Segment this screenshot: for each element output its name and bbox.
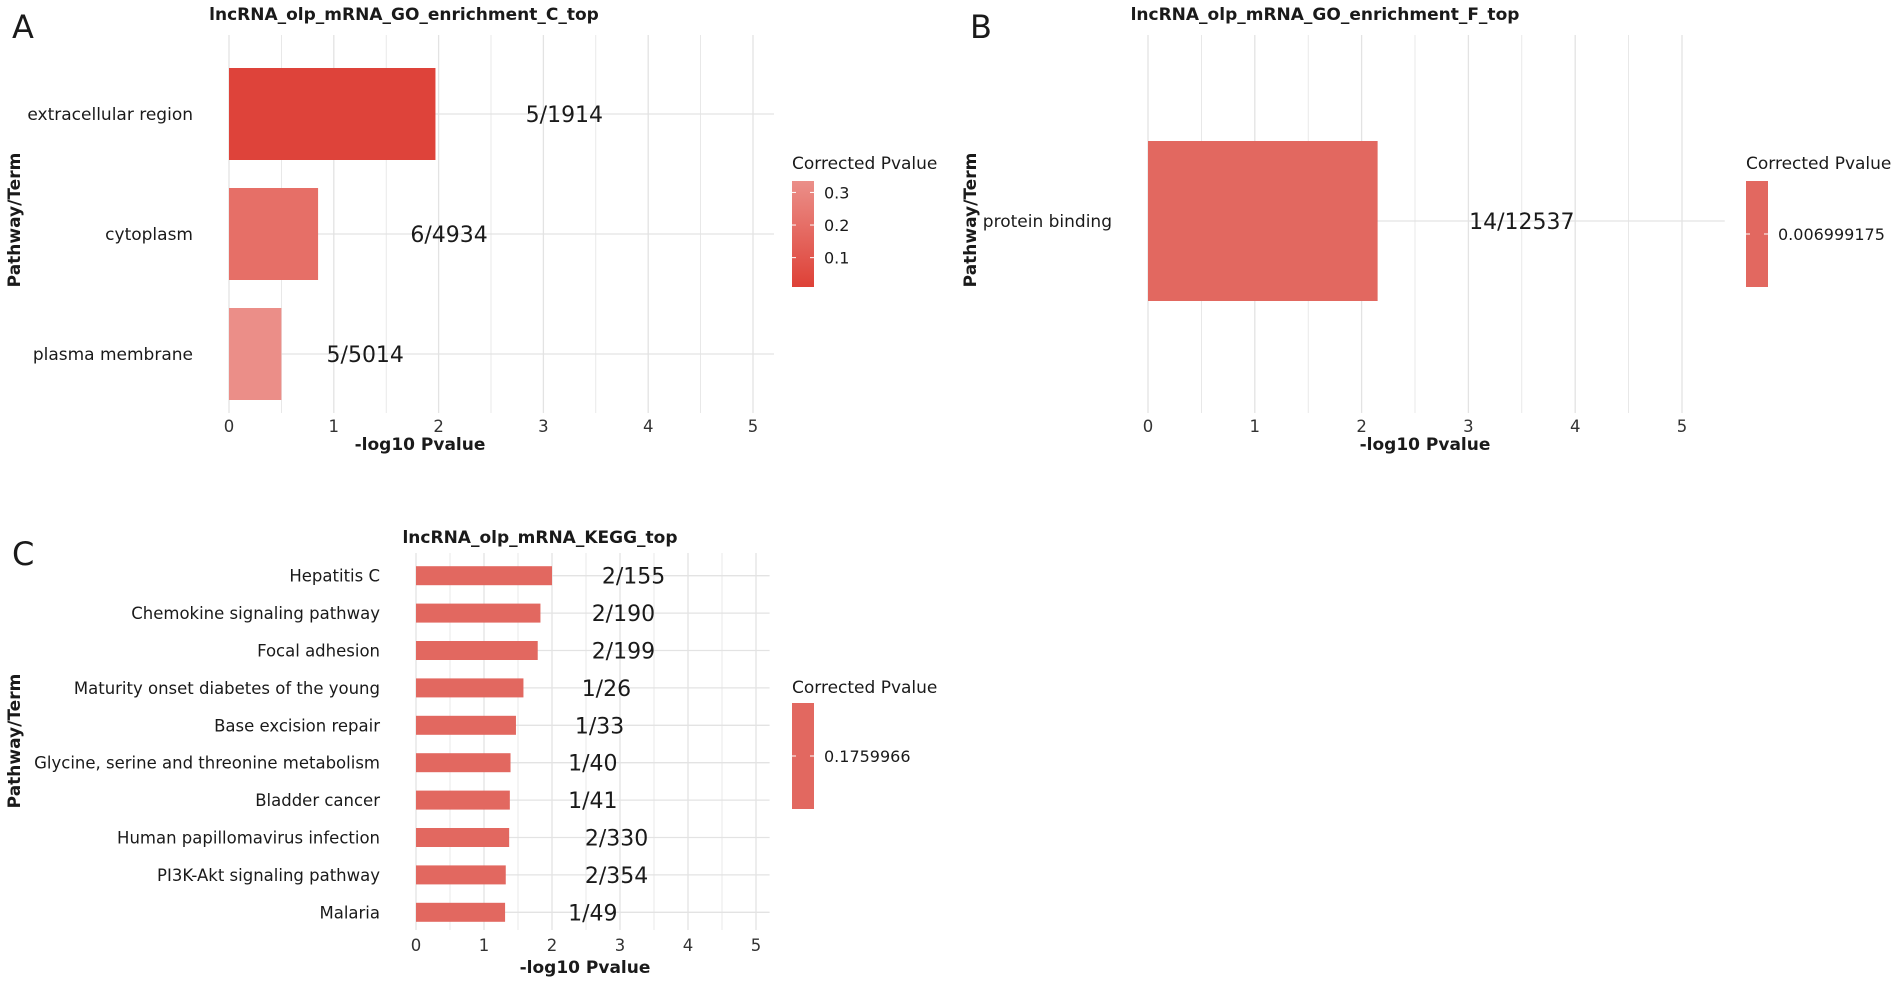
x-tick-label: 4 — [643, 417, 654, 436]
y-category-label: protein binding — [983, 212, 1112, 232]
x-tick-label: 0 — [224, 417, 235, 436]
y-category-label: plasma membrane — [33, 345, 193, 365]
y-category-label: Focal adhesion — [257, 642, 380, 661]
bar — [416, 566, 552, 586]
x-tick-label: 4 — [683, 936, 694, 955]
x-tick-label: 5 — [751, 936, 762, 955]
colorbar — [792, 181, 814, 287]
panel-b-colorbar: 0.006999175 — [1746, 181, 1885, 287]
panel-b-title: lncRNA_olp_mRNA_GO_enrichment_F_top — [1131, 5, 1520, 25]
y-category-label: Base excision repair — [214, 716, 380, 735]
x-tick-label: 2 — [1356, 417, 1367, 436]
panel-b-letter: B — [970, 8, 992, 46]
x-tick-label: 5 — [1677, 417, 1688, 436]
panel-c-xlabel: -log10 Pvalue — [520, 958, 651, 978]
panel-a: A lncRNA_olp_mRNA_GO_enrichment_C_top 0 1… — [5, 5, 937, 455]
panel-c-title: lncRNA_olp_mRNA_KEGG_top — [402, 528, 677, 548]
bar — [416, 641, 538, 660]
x-tick-label: 5 — [748, 417, 759, 436]
x-tick-label: 4 — [1570, 417, 1581, 436]
bar — [416, 790, 510, 810]
y-category-label: extracellular region — [27, 105, 193, 125]
bar-count-label: 2/190 — [592, 602, 655, 627]
panel-c-legend-title: Corrected Pvalue — [792, 678, 937, 698]
panel-a-letter: A — [12, 8, 34, 46]
colorbar-tick-label: 0.3 — [824, 183, 849, 202]
bar-count-label: 1/33 — [575, 714, 624, 739]
bar-count-label: 1/26 — [582, 677, 631, 702]
panel-a-ylabel: Pathway/Term — [5, 153, 25, 288]
colorbar — [792, 703, 814, 809]
y-category-label: Bladder cancer — [255, 791, 380, 810]
panel-b-xlabel: -log10 Pvalue — [1360, 435, 1491, 455]
y-category-label: cytoplasm — [105, 225, 193, 245]
panel-a-plot-area: 0 1 2 3 4 5 extracellular region 5/1914 cytoplas… — [27, 35, 774, 436]
y-category-label: Human papillomavirus infection — [117, 829, 380, 848]
panel-a-colorbar: 0.3 0.2 0.1 — [792, 181, 849, 287]
bar-count-label: 2/330 — [585, 827, 648, 852]
x-tick-label: 3 — [615, 936, 626, 955]
bar — [416, 678, 524, 698]
bar-count-label: 1/40 — [568, 752, 617, 777]
panel-b: B lncRNA_olp_mRNA_GO_enrichment_F_top 0 1… — [961, 5, 1891, 455]
y-category-label: Glycine, serine and threonine metabolism — [34, 754, 380, 773]
x-tick-label: 3 — [538, 417, 549, 436]
y-category-label: PI3K-Akt signaling pathway — [157, 866, 380, 885]
x-tick-label: 1 — [1250, 417, 1261, 436]
panel-a-title: lncRNA_olp_mRNA_GO_enrichment_C_top — [209, 5, 599, 25]
colorbar-tick-label: 0.006999175 — [1778, 225, 1885, 244]
bar — [416, 603, 541, 623]
x-tick-label: 2 — [547, 936, 558, 955]
bar-count-label: 6/4934 — [410, 223, 487, 248]
panel-c-ylabel: Pathway/Term — [5, 674, 25, 809]
y-category-label: Malaria — [319, 903, 380, 922]
bar-count-label: 5/1914 — [526, 103, 603, 128]
bar-count-label: 5/5014 — [327, 343, 404, 368]
bar — [1148, 141, 1378, 301]
panel-c-letter: C — [12, 535, 34, 573]
x-tick-label: 0 — [1143, 417, 1154, 436]
bar-count-label: 2/155 — [602, 565, 665, 590]
bar-count-label: 2/199 — [592, 640, 655, 665]
colorbar-tick-label: 0.2 — [824, 216, 849, 235]
panel-a-legend: Corrected Pvalue 0.3 0.2 0.1 — [792, 154, 937, 287]
panel-c-colorbar: 0.1759966 — [792, 703, 911, 809]
panel-a-legend-title: Corrected Pvalue — [792, 154, 937, 174]
colorbar — [1746, 181, 1768, 287]
panel-b-ylabel: Pathway/Term — [961, 153, 981, 288]
bar — [416, 902, 506, 922]
panel-b-legend: Corrected Pvalue 0.006999175 — [1746, 154, 1891, 287]
bar — [416, 865, 506, 885]
panel-a-xlabel: -log10 Pvalue — [355, 435, 486, 455]
x-tick-label: 3 — [1463, 417, 1474, 436]
bar — [416, 753, 511, 773]
x-tick-label: 2 — [433, 417, 444, 436]
bar-count-label: 1/41 — [568, 789, 617, 814]
y-category-label: Hepatitis C — [289, 567, 380, 586]
colorbar-tick-label: 0.1 — [824, 249, 849, 268]
colorbar-tick-label: 0.1759966 — [824, 747, 911, 766]
bar — [229, 188, 319, 280]
x-tick-label: 1 — [479, 936, 490, 955]
panel-b-legend-title: Corrected Pvalue — [1746, 154, 1891, 174]
y-category-label: Maturity onset diabetes of the young — [74, 679, 380, 698]
x-tick-label: 1 — [329, 417, 340, 436]
bar — [416, 715, 516, 735]
bar-count-label: 2/354 — [585, 864, 648, 889]
bar-count-label: 1/49 — [568, 901, 617, 926]
panel-c-legend: Corrected Pvalue 0.1759966 — [792, 678, 937, 809]
x-tick-label: 0 — [411, 936, 422, 955]
y-category-label: Chemokine signaling pathway — [131, 604, 380, 623]
panel-c: C lncRNA_olp_mRNA_KEGG_top 0 1 2 3 4 5 Hepatit… — [5, 528, 937, 978]
bar-count-label: 14/12537 — [1469, 210, 1574, 235]
bar — [416, 828, 510, 847]
bar — [229, 68, 436, 160]
panel-c-plot-area: 0 1 2 3 4 5 Hepatitis C 2/155 Chemokine signalin… — [34, 553, 770, 955]
panel-b-plot-area: 0 1 2 3 4 5 protein binding 14/12537 — [983, 35, 1725, 436]
bar — [229, 308, 282, 400]
